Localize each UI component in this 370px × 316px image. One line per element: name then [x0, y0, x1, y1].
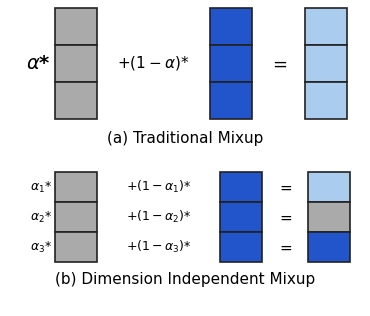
Bar: [305, 8, 347, 45]
Text: $=$: $=$: [277, 179, 293, 195]
Text: $\alpha_1$*: $\alpha_1$*: [30, 179, 52, 195]
Text: $=$: $=$: [269, 54, 288, 72]
Text: $=$: $=$: [277, 210, 293, 224]
Bar: [305, 82, 347, 119]
Bar: [220, 172, 262, 202]
Bar: [55, 82, 97, 119]
Text: (a) Traditional Mixup: (a) Traditional Mixup: [107, 131, 263, 146]
Text: $+(1-\alpha_2)$*: $+(1-\alpha_2)$*: [126, 209, 191, 225]
Bar: [220, 232, 262, 262]
Bar: [55, 45, 97, 82]
Bar: [305, 45, 347, 82]
Bar: [55, 172, 97, 202]
Bar: [210, 8, 252, 45]
Bar: [55, 232, 97, 262]
Text: $\alpha_2$*: $\alpha_2$*: [30, 210, 52, 225]
Text: $+(1-\alpha_3)$*: $+(1-\alpha_3)$*: [126, 239, 191, 255]
Bar: [210, 82, 252, 119]
Bar: [308, 202, 350, 232]
Text: $\alpha$*: $\alpha$*: [26, 54, 51, 73]
Bar: [308, 232, 350, 262]
Text: $\alpha_3$*: $\alpha_3$*: [30, 240, 52, 255]
Bar: [220, 202, 262, 232]
Bar: [308, 172, 350, 202]
Text: $+(1-\alpha)$*: $+(1-\alpha)$*: [117, 54, 190, 72]
Text: $+(1-\alpha_1)$*: $+(1-\alpha_1)$*: [126, 179, 191, 195]
Bar: [210, 45, 252, 82]
Text: $=$: $=$: [277, 240, 293, 254]
Bar: [55, 202, 97, 232]
Text: (b) Dimension Independent Mixup: (b) Dimension Independent Mixup: [55, 272, 315, 287]
Bar: [55, 8, 97, 45]
